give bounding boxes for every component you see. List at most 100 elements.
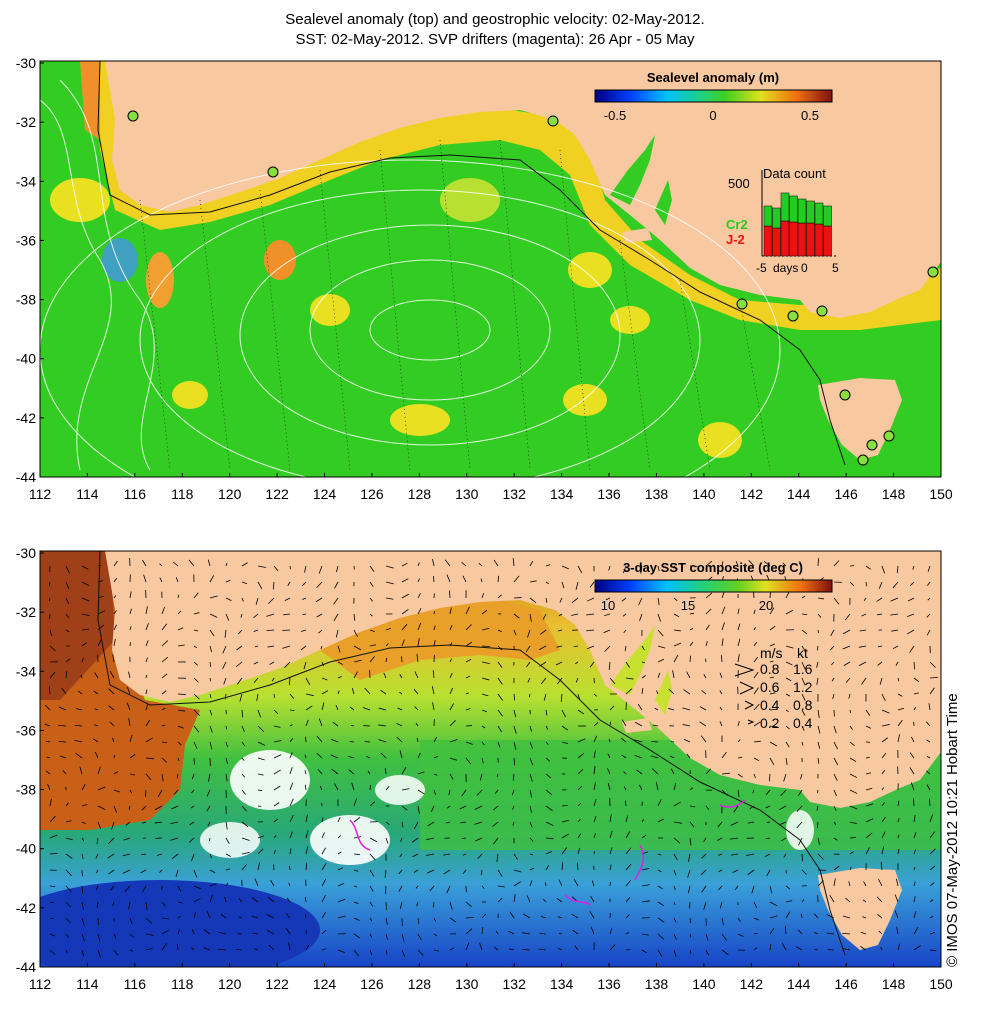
velocity-arrow	[193, 897, 201, 903]
velocity-arrow	[718, 853, 723, 856]
velocity-arrow	[333, 613, 339, 622]
velocity-arrow	[881, 693, 886, 702]
velocity-arrow	[897, 693, 903, 697]
velocity-arrow	[816, 661, 819, 668]
velocity-arrow	[349, 741, 355, 743]
velocity-arrow	[257, 773, 264, 776]
velocity-arrow	[826, 932, 835, 935]
velocity-arrow	[225, 773, 228, 782]
velocity-arrow	[590, 895, 595, 903]
velocity-arrow	[417, 593, 421, 599]
velocity-arrow	[733, 805, 739, 813]
velocity-arrow	[721, 789, 728, 796]
velocity-arrow	[254, 878, 259, 887]
velocity-arrow	[833, 773, 838, 781]
velocity-arrow	[80, 674, 83, 679]
velocity-arrow	[241, 741, 246, 747]
velocity-legend-kt: 0.8	[793, 697, 813, 713]
velocity-arrow	[865, 709, 871, 716]
velocity-arrow	[577, 819, 581, 823]
sla-blob	[563, 384, 607, 416]
velocity-arrow	[927, 565, 931, 572]
x-tick-label: 144	[787, 486, 811, 502]
y-tick-label: -36	[16, 722, 36, 738]
velocity-arrow	[302, 613, 307, 616]
velocity-arrow	[321, 702, 325, 711]
velocity-arrow	[401, 593, 409, 599]
velocity-arrow	[513, 853, 518, 860]
velocity-arrow	[529, 805, 532, 813]
velocity-arrow	[842, 948, 851, 951]
velocity-arrow	[353, 885, 358, 888]
velocity-arrow	[304, 770, 307, 775]
velocity-arrow	[673, 901, 676, 906]
velocity-arrow	[401, 578, 409, 583]
velocity-arrow	[58, 724, 67, 727]
velocity-arrow	[673, 949, 677, 958]
velocity-arrow	[335, 705, 339, 711]
velocity-arrow	[177, 725, 184, 729]
velocity-arrow	[634, 739, 643, 743]
velocity-arrow	[401, 623, 408, 631]
velocity-arrow	[927, 581, 931, 586]
velocity-arrow	[747, 869, 755, 876]
velocity-arrow	[686, 671, 691, 679]
velocity-arrow	[465, 901, 472, 907]
velocity-arrow	[929, 814, 933, 823]
velocity-arrow	[414, 671, 419, 679]
velocity-arrow	[282, 629, 291, 631]
velocity-arrow	[475, 837, 483, 842]
velocity-arrow	[891, 629, 899, 632]
velocity-arrow	[49, 901, 54, 903]
velocity-arrow	[926, 770, 931, 775]
velocity-arrow	[622, 565, 627, 574]
velocity-arrow	[385, 628, 391, 631]
velocity-arrow	[433, 773, 438, 776]
velocity-arrow	[689, 627, 694, 631]
velocity-arrow	[58, 706, 67, 711]
velocity-arrow	[557, 916, 563, 919]
velocity-arrow	[719, 690, 723, 695]
velocity-arrow	[75, 708, 83, 711]
velocity-arrow	[289, 782, 294, 791]
velocity-arrow	[321, 661, 324, 667]
velocity-arrow	[97, 786, 106, 791]
figure-title-line1: Sealevel anomaly (top) and geostrophic v…	[285, 11, 705, 28]
velocity-arrow	[369, 629, 375, 633]
velocity-arrow	[764, 853, 771, 858]
velocity-arrow	[575, 581, 579, 590]
velocity-arrow	[159, 563, 163, 567]
velocity-arrow	[929, 932, 936, 935]
velocity-arrow	[225, 821, 228, 830]
velocity-arrow	[497, 897, 503, 903]
velocity-arrow	[305, 944, 310, 951]
velocity-arrow	[545, 837, 554, 840]
velocity-arrow	[380, 689, 387, 695]
velocity-arrow	[225, 868, 230, 871]
velocity-arrow	[522, 932, 531, 935]
velocity-arrow	[129, 734, 133, 743]
velocity-arrow	[383, 672, 387, 679]
velocity-arrow	[465, 624, 472, 631]
velocity-arrow	[673, 629, 681, 632]
velocity-arrow	[269, 661, 275, 665]
velocity-arrow	[111, 821, 115, 830]
velocity-arrow	[193, 645, 198, 649]
data-count-ymax: 500	[728, 176, 750, 191]
velocity-arrow	[670, 768, 675, 775]
velocity-arrow	[128, 671, 131, 679]
velocity-arrow	[401, 766, 407, 775]
x-tick-label: 138	[645, 486, 669, 502]
velocity-arrow	[737, 789, 740, 797]
velocity-arrow	[481, 661, 490, 665]
velocity-arrow	[411, 837, 419, 843]
velocity-arrow	[657, 597, 660, 606]
velocity-arrow	[253, 677, 259, 683]
velocity-arrow	[321, 878, 327, 887]
velocity-arrow	[241, 837, 250, 841]
velocity-arrow	[737, 608, 740, 615]
velocity-arrow	[880, 946, 883, 951]
velocity-arrow	[673, 933, 677, 940]
velocity-arrow	[625, 932, 630, 935]
velocity-arrow	[634, 721, 643, 727]
